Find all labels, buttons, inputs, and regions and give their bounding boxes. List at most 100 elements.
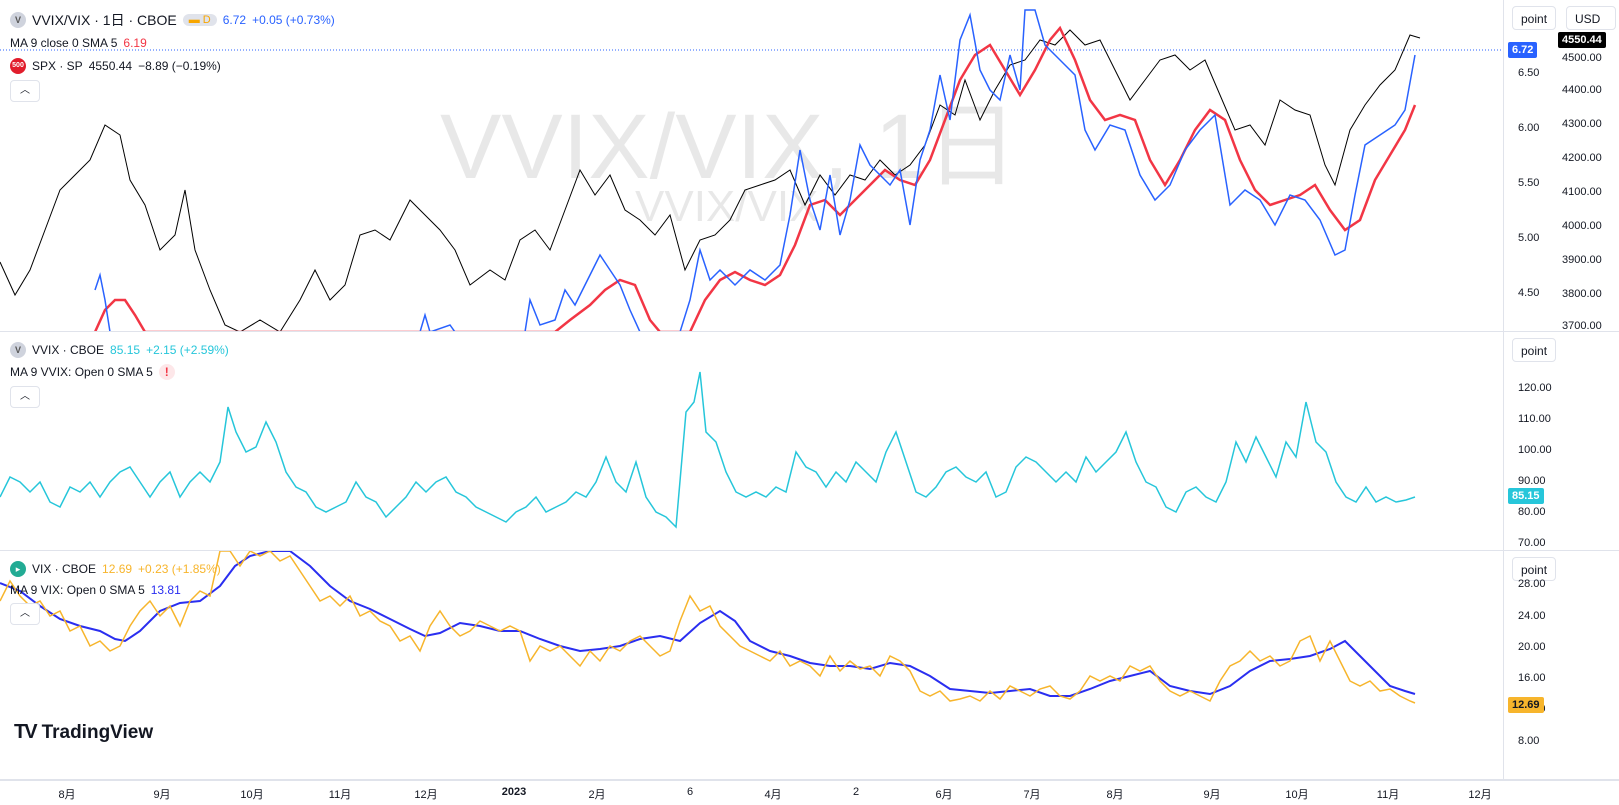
vvix-price: 85.15 [110, 343, 141, 357]
vvix-tick: 70.00 [1518, 537, 1546, 549]
ratio-price-tag: 6.72 [1508, 42, 1538, 58]
interval-letter: D [202, 14, 211, 26]
vix-price: 12.69 [102, 562, 133, 576]
ratio-ma-label[interactable]: MA 9 close 0 SMA 5 [10, 36, 118, 50]
pane-vix[interactable]: ▸ VIX · CBOE 12.69 +0.23 (+1.85%) MA 9 V… [0, 551, 1619, 780]
spx-tick: 3700.00 [1562, 320, 1602, 332]
vix-tick: 24.00 [1518, 610, 1546, 622]
vvix-ma-label[interactable]: MA 9 VVIX: Open 0 SMA 5 [10, 365, 153, 379]
vix-symbol[interactable]: VIX · CBOE [32, 562, 97, 576]
vix-ma-line [0, 551, 1416, 697]
tradingview-logo[interactable]: TV TradingView [14, 721, 153, 744]
ratio-symbol[interactable]: VVIX/VIX · 1日 · CBOE [32, 12, 177, 28]
spx-tick: 4200.00 [1562, 152, 1602, 164]
ratio-tick: 5.00 [1518, 232, 1540, 244]
vvix-change: +2.15 (+2.59%) [146, 343, 229, 357]
vvix-tick: 80.00 [1518, 506, 1546, 518]
vvix-symbol[interactable]: VVIX · CBOE [32, 343, 105, 357]
time-label: 7月 [1023, 789, 1041, 801]
time-label: 12月 [1468, 789, 1492, 801]
spx-tick: 4300.00 [1562, 118, 1602, 130]
vvix-legend[interactable]: V VVIX · CBOE 85.15 +2.15 (+2.59%) [10, 342, 229, 358]
warning-icon[interactable]: ! [158, 364, 175, 380]
spx-legend[interactable]: 500 SPX · SP 4550.44 −8.89 (−0.19%) [10, 58, 221, 74]
time-label: 4月 [764, 789, 782, 801]
tradingview-logo-icon: TV [14, 721, 38, 743]
vix-change: +0.23 (+1.85%) [138, 562, 221, 576]
vix-price-tag: 12.69 [1508, 697, 1544, 713]
spx-tick: 4000.00 [1562, 220, 1602, 232]
scale-mode-button[interactable]: point [1512, 557, 1557, 581]
vvix-tick: 120.00 [1518, 382, 1552, 394]
time-axis[interactable]: 8月 9月 10月 11月 12月 2023 2月 6 4月 2 6月 7月 8… [0, 780, 1619, 805]
vvix-plot-area[interactable]: V VVIX · CBOE 85.15 +2.15 (+2.59%) MA 9 … [0, 332, 1503, 550]
vvix-tick: 100.00 [1518, 444, 1552, 456]
collapse-legend-button[interactable]: ︿ [10, 386, 40, 408]
ratio-price: 6.72 [222, 13, 247, 27]
ratio-ma-value: 6.19 [123, 36, 147, 50]
vvix-price-tag: 85.15 [1508, 488, 1544, 504]
vvix-line [0, 371, 1416, 529]
ratio-line [94, 9, 1416, 331]
ratio-ma-legend[interactable]: MA 9 close 0 SMA 5 6.19 [10, 36, 147, 50]
ratio-legend[interactable]: V VVIX/VIX · 1日 · CBOE ▬ D 6.72 +0.05 (+… [10, 10, 335, 30]
time-label: 12月 [414, 789, 438, 801]
vix-tick: 16.00 [1518, 672, 1546, 684]
vix-line [0, 551, 1416, 704]
time-label: 11月 [1376, 789, 1400, 801]
interval-badge[interactable]: ▬ D [182, 14, 217, 26]
ratio-tick: 6.00 [1518, 122, 1540, 134]
time-label: 9月 [153, 789, 171, 801]
vvix-chart [0, 371, 1416, 529]
ratio-change: +0.05 (+0.73%) [252, 13, 335, 27]
scale-mode-button[interactable]: point [1512, 6, 1557, 30]
tradingview-logo-text: TradingView [41, 721, 154, 743]
ratio-plot-area[interactable]: VVIX/VIX, 1日 VVIX/VIX V VVIX/VIX · 1日 · … [0, 0, 1503, 331]
vvix-price-axis[interactable]: point 120.00 110.00 100.00 90.00 80.00 7… [1503, 332, 1619, 550]
time-label: 6 [686, 786, 694, 798]
ma-line [94, 25, 1417, 331]
vix-legend[interactable]: ▸ VIX · CBOE 12.69 +0.23 (+1.85%) [10, 561, 221, 577]
time-label: 2023 [501, 786, 527, 798]
time-label: 8月 [58, 789, 76, 801]
currency-button[interactable]: USD [1566, 6, 1616, 30]
vvix-ma-legend[interactable]: MA 9 VVIX: Open 0 SMA 5 ! [10, 364, 175, 380]
collapse-legend-button[interactable]: ︿ [10, 603, 40, 625]
time-label: 10月 [1285, 789, 1309, 801]
ratio-tick: 6.50 [1518, 67, 1540, 79]
spx-tick: 4500.00 [1562, 52, 1602, 64]
vix-ma-label[interactable]: MA 9 VIX: Open 0 SMA 5 [10, 583, 145, 597]
spx-tick: 4100.00 [1562, 186, 1602, 198]
ratio-price-axis[interactable]: point USD 6.50 6.00 5.50 5.00 4.50 4500.… [1503, 0, 1619, 331]
ratio-tick: 4.50 [1518, 287, 1540, 299]
time-label: 6月 [935, 789, 953, 801]
time-label: 2 [852, 786, 860, 798]
spx-price-tag: 4550.44 [1558, 32, 1606, 48]
vix-ma-value: 13.81 [150, 583, 181, 597]
vvix-tick: 90.00 [1518, 475, 1546, 487]
pane-ratio[interactable]: VVIX/VIX, 1日 VVIX/VIX V VVIX/VIX · 1日 · … [0, 0, 1619, 332]
vix-price-axis[interactable]: point 28.00 24.00 20.00 16.00 12.00 8.00… [1503, 551, 1619, 779]
pane-vvix[interactable]: V VVIX · CBOE 85.15 +2.15 (+2.59%) MA 9 … [0, 332, 1619, 551]
spx-label[interactable]: SPX · SP [32, 59, 83, 73]
scale-mode-button[interactable]: point [1512, 338, 1557, 362]
spx-line [0, 29, 1421, 331]
vix-tick: 8.00 [1518, 735, 1540, 747]
time-label: 11月 [328, 789, 352, 801]
vix-symbol-icon: ▸ [10, 561, 26, 577]
vix-plot-area[interactable]: ▸ VIX · CBOE 12.69 +0.23 (+1.85%) MA 9 V… [0, 551, 1503, 779]
time-label: 8月 [1106, 789, 1124, 801]
spx-symbol-icon: 500 [10, 58, 26, 74]
collapse-legend-button[interactable]: ︿ [10, 80, 40, 102]
time-label: 2月 [588, 789, 606, 801]
vix-tick: 20.00 [1518, 641, 1546, 653]
watermark-large: VVIX/VIX, 1日 [440, 96, 1018, 198]
spx-change: −8.89 (−0.19%) [138, 59, 221, 73]
spx-tick: 3800.00 [1562, 288, 1602, 300]
time-label: 10月 [240, 789, 264, 801]
ratio-tick: 5.50 [1518, 177, 1540, 189]
vix-ma-legend[interactable]: MA 9 VIX: Open 0 SMA 5 13.81 [10, 583, 181, 597]
spx-tick: 3900.00 [1562, 254, 1602, 266]
vvix-tick: 110.00 [1518, 413, 1551, 425]
vix-chart [0, 551, 1416, 704]
